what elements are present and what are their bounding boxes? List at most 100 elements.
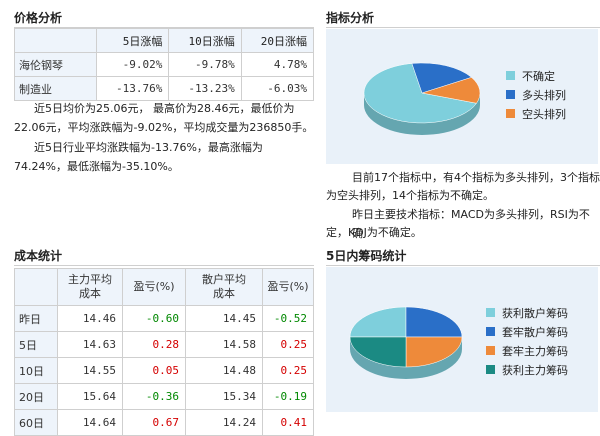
chip-stats-divider	[326, 265, 600, 266]
indicator-analysis-title: 指标分析	[326, 11, 375, 25]
row-20d: 4.78%	[240, 52, 315, 77]
row-main-pl: 0.67	[122, 409, 186, 436]
row-5d: -9.02%	[95, 52, 170, 77]
legend-swatch	[486, 346, 495, 355]
indicator-summary-line1: 目前17个指标中，有4个指标为多头排列，3个指标	[352, 171, 600, 184]
price-analysis-title: 价格分析	[14, 11, 63, 25]
legend-label: 不确定	[522, 69, 555, 83]
tech-summary-line2: 定，KDJ为不确定。	[326, 226, 422, 239]
legend-item: 获利主力筹码	[486, 360, 568, 379]
row-day: 10日	[14, 357, 58, 384]
price-header-5d: 5日涨幅	[95, 28, 170, 53]
row-retail-pl: 0.41	[262, 409, 314, 436]
header-line: 成本	[213, 287, 235, 300]
row-name: 制造业	[14, 76, 97, 101]
row-main-cost: 14.63	[57, 331, 123, 358]
pie-slice	[405, 306, 463, 338]
legend-item: 套牢散户筹码	[486, 322, 568, 341]
price-summary-line2: 22.06元，平均涨跌幅为-9.02%，平均成交量为236850手。	[14, 121, 314, 134]
price-summary-line1: 近5日均价为25.06元， 最高价为28.46元，最低价为	[34, 102, 295, 115]
row-main-pl: -0.60	[122, 305, 186, 332]
legend-label: 获利主力筹码	[502, 363, 568, 377]
row-day: 昨日	[14, 305, 58, 332]
table-row: 制造业 -13.76% -13.23% -6.03%	[14, 76, 315, 101]
cost-header-blank	[14, 268, 58, 306]
price-header-10d: 10日涨幅	[168, 28, 242, 53]
row-main-pl: 0.28	[122, 331, 186, 358]
pie-slice	[421, 77, 481, 104]
row-retail-pl: -0.19	[262, 383, 314, 410]
cost-header-main-cost: 主力平均 成本	[57, 268, 123, 306]
cost-header-retail-pl: 盈亏(%)	[262, 268, 314, 306]
indicator-pie-chart	[363, 62, 481, 135]
table-row: 海伦钢琴 -9.02% -9.78% 4.78%	[14, 52, 315, 77]
indicator-divider	[326, 27, 600, 28]
legend-swatch	[506, 71, 515, 80]
cost-header-retail-cost: 散户平均 成本	[185, 268, 263, 306]
table-row: 20日 15.64 -0.36 15.34 -0.19	[14, 383, 314, 410]
row-retail-pl: 0.25	[262, 331, 314, 358]
legend-swatch	[506, 90, 515, 99]
pie-side	[350, 337, 462, 379]
tech-summary-line1: 昨日主要技术指标：MACD为多头排列，RSI为不确	[352, 208, 590, 240]
indicator-legend: 不确定 多头排列 空头排列	[506, 66, 566, 123]
chip-pie-box: 获利散户筹码 套牢散户筹码 套牢主力筹码 获利主力筹码	[326, 267, 598, 412]
table-row: 60日 14.64 0.67 14.24 0.41	[14, 409, 314, 436]
row-day: 60日	[14, 409, 58, 436]
legend-label: 套牢主力筹码	[502, 344, 568, 358]
row-retail-cost: 14.48	[185, 357, 263, 384]
row-day: 20日	[14, 383, 58, 410]
cost-stats-title: 成本统计	[14, 249, 63, 263]
pie-slice	[363, 63, 477, 124]
cost-table: 主力平均 成本 盈亏(%) 散户平均 成本 盈亏(%) 昨日 14.46 -0.60…	[14, 268, 314, 436]
legend-swatch	[486, 327, 495, 336]
pie-slice	[349, 336, 407, 368]
legend-label: 空头排列	[522, 107, 566, 121]
row-retail-cost: 15.34	[185, 383, 263, 410]
row-main-cost: 14.55	[57, 357, 123, 384]
row-main-pl: -0.36	[122, 383, 186, 410]
pie-slice	[349, 306, 407, 338]
row-main-cost: 15.64	[57, 383, 123, 410]
row-retail-cost: 14.45	[185, 305, 263, 332]
legend-item: 多头排列	[506, 85, 566, 104]
legend-swatch	[486, 308, 495, 317]
row-main-cost: 14.64	[57, 409, 123, 436]
price-header-blank	[14, 28, 97, 53]
header-line: 主力平均	[68, 273, 112, 286]
header-line: 成本	[79, 287, 101, 300]
legend-label: 套牢散户筹码	[502, 325, 568, 339]
row-10d: -9.78%	[168, 52, 242, 77]
legend-item: 不确定	[506, 66, 566, 85]
row-20d: -6.03%	[240, 76, 315, 101]
row-retail-cost: 14.24	[185, 409, 263, 436]
legend-label: 多头排列	[522, 88, 566, 102]
industry-summary-line2: 74.24%，最低涨幅为-35.10%。	[14, 160, 179, 173]
row-10d: -13.23%	[168, 76, 242, 101]
row-retail-cost: 14.58	[185, 331, 263, 358]
price-table: 5日涨幅 10日涨幅 20日涨幅 海伦钢琴 -9.02% -9.78% 4.78…	[14, 28, 315, 101]
chip-pie-chart	[349, 306, 463, 379]
row-retail-pl: 0.25	[262, 357, 314, 384]
legend-item: 获利散户筹码	[486, 303, 568, 322]
row-main-pl: 0.05	[122, 357, 186, 384]
legend-swatch	[486, 365, 495, 374]
price-table-header: 5日涨幅 10日涨幅 20日涨幅	[14, 28, 315, 53]
table-row: 5日 14.63 0.28 14.58 0.25	[14, 331, 314, 358]
row-5d: -13.76%	[95, 76, 170, 101]
row-name: 海伦钢琴	[14, 52, 97, 77]
chip-stats-title: 5日内筹码统计	[326, 249, 407, 263]
header-line: 散户平均	[202, 273, 246, 286]
price-header-20d: 20日涨幅	[240, 28, 315, 53]
row-main-cost: 14.46	[57, 305, 123, 332]
cost-stats-divider	[14, 265, 314, 266]
row-day: 5日	[14, 331, 58, 358]
pie-side	[364, 93, 480, 135]
pie-slice	[405, 336, 463, 368]
legend-item: 空头排列	[506, 104, 566, 123]
row-retail-pl: -0.52	[262, 305, 314, 332]
indicator-pie-box: 不确定 多头排列 空头排列	[326, 29, 598, 164]
legend-label: 获利散户筹码	[502, 306, 568, 320]
indicator-summary-line2: 为空头排列，14个指标为不确定。	[326, 189, 494, 202]
table-row: 10日 14.55 0.05 14.48 0.25	[14, 357, 314, 384]
